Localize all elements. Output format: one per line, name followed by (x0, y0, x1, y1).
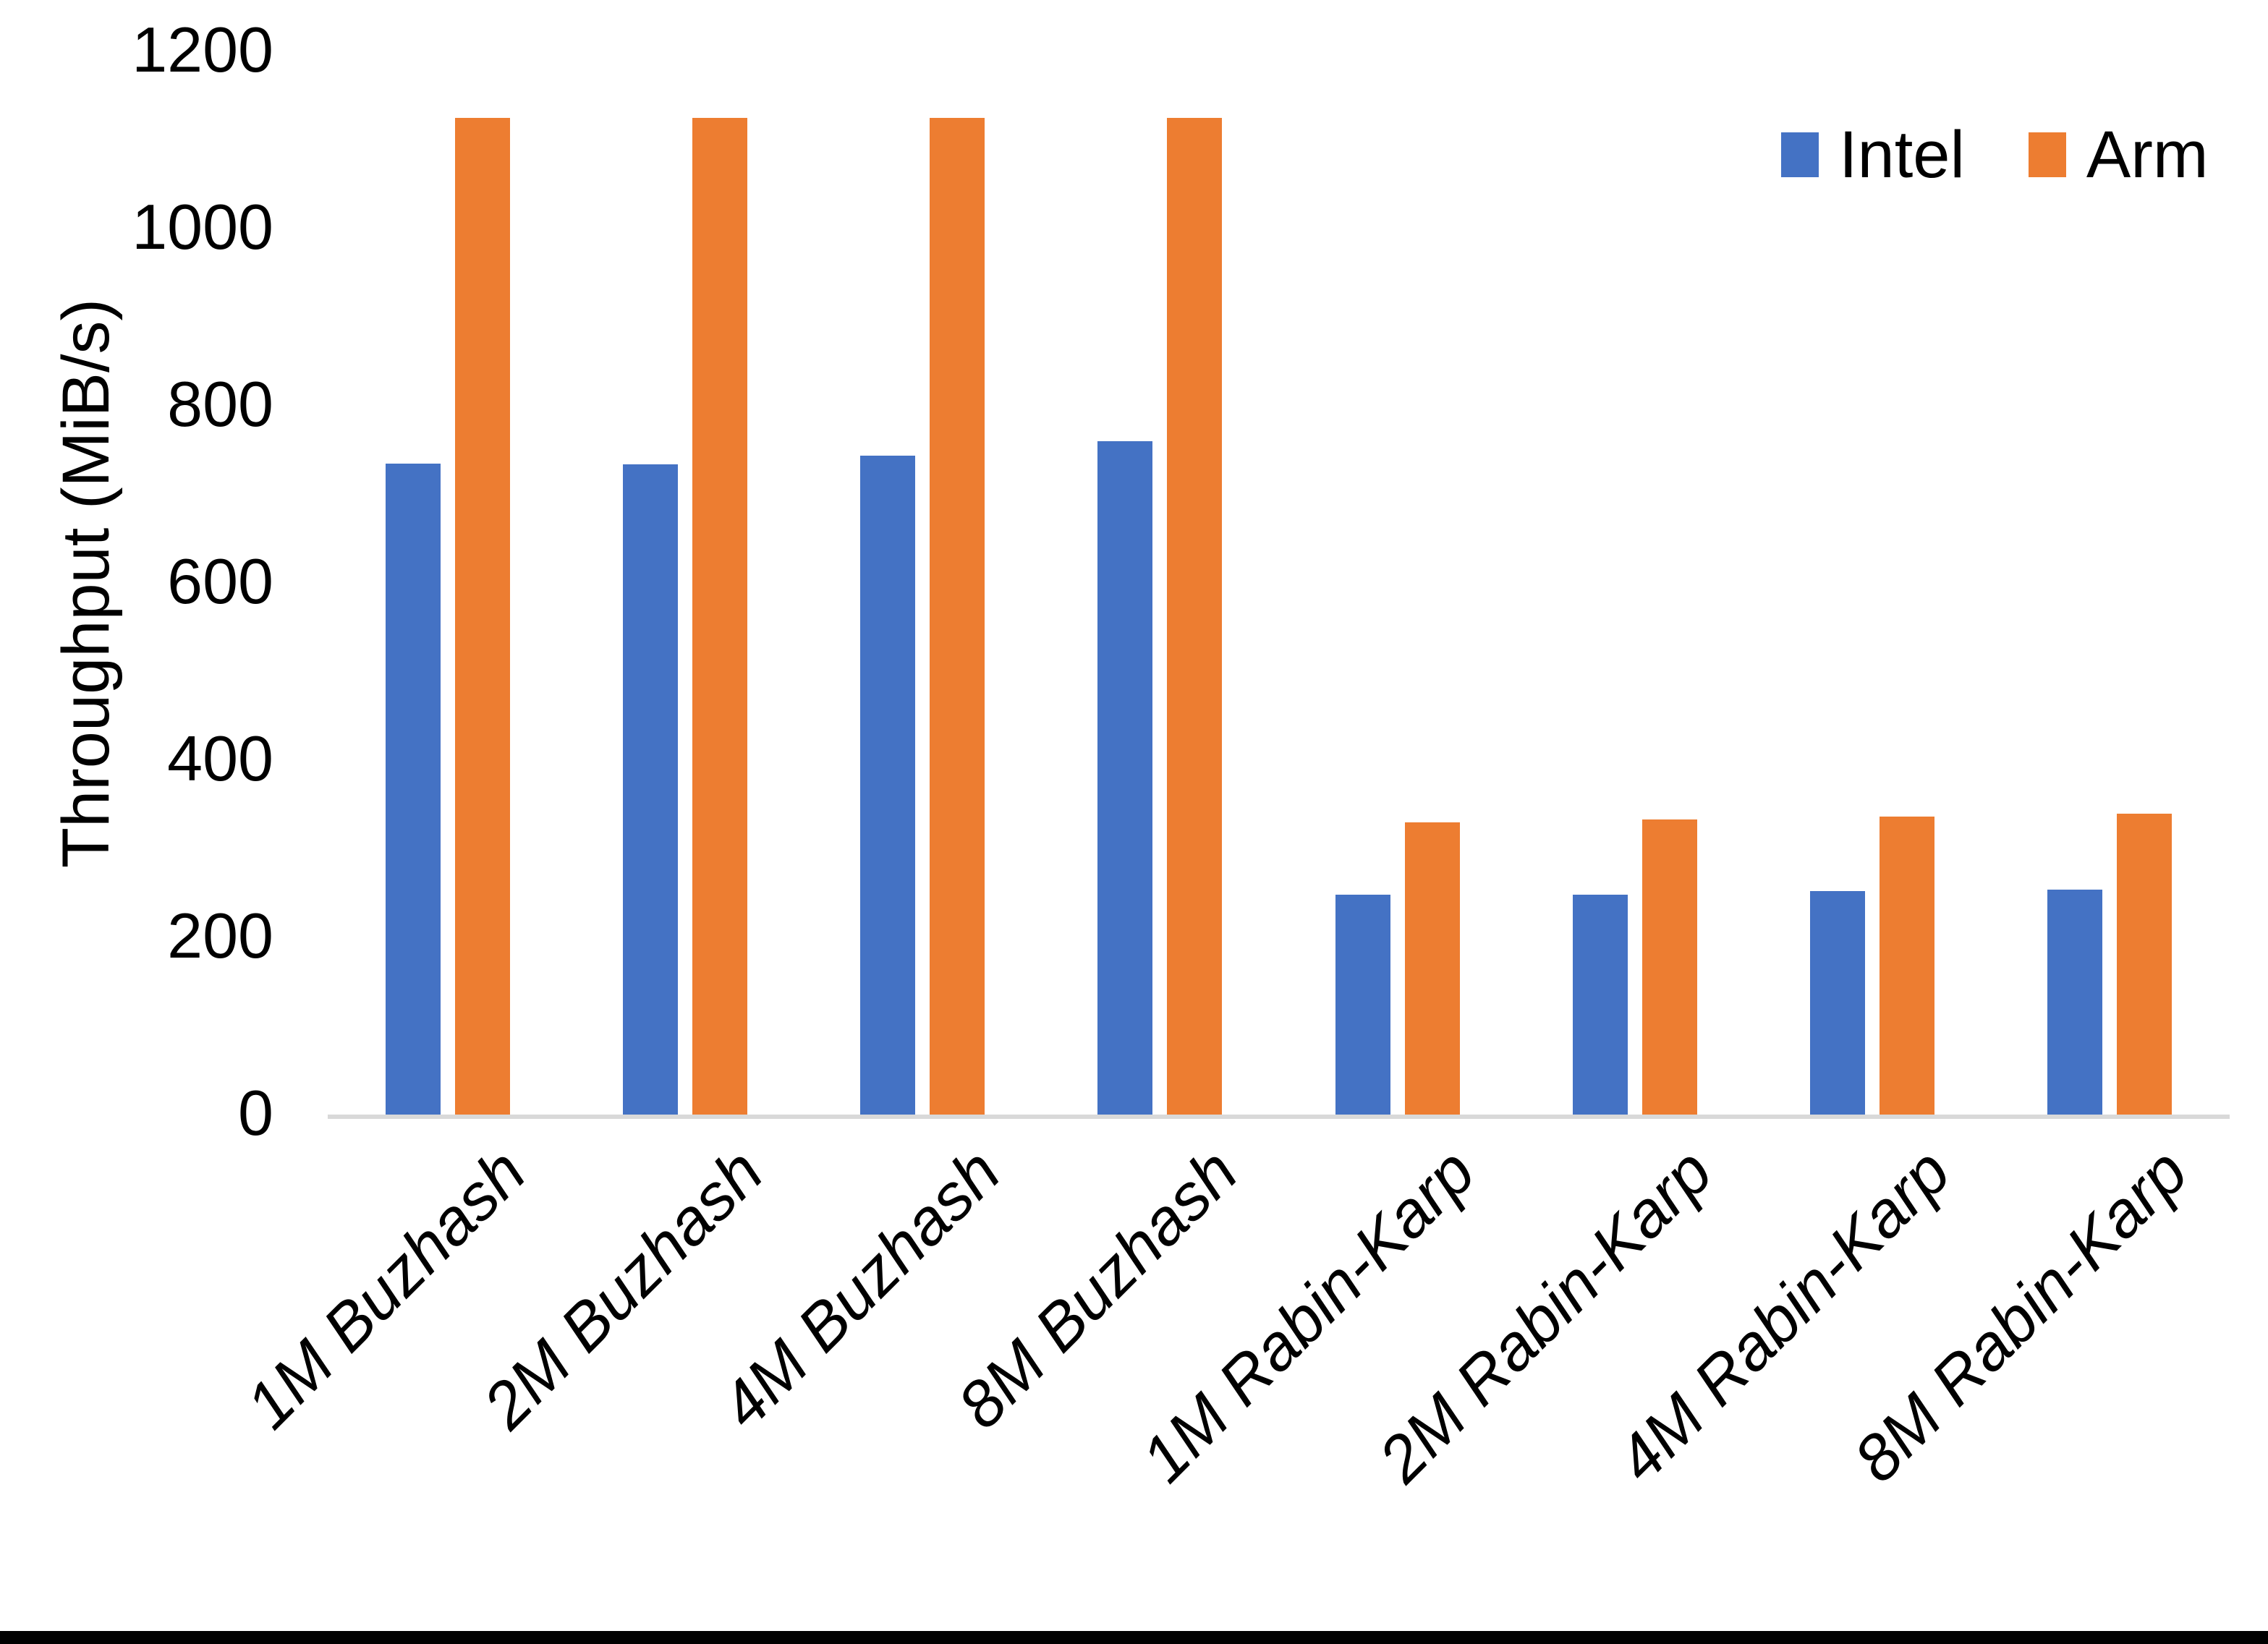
y-tick-label-400: 400 (167, 723, 273, 795)
legend-swatch-arm (2028, 132, 2066, 177)
legend: Intel Arm (1781, 122, 2209, 188)
y-tick-label-1200: 1200 (132, 14, 273, 86)
bar-intel-4m-buzhash (860, 455, 916, 1115)
bar-intel-1m-rabin-karp (1335, 895, 1390, 1115)
bar-group-1m-buzhash (329, 51, 566, 1115)
bar-arm-8m-rabin-karp (2116, 813, 2172, 1115)
bar-intel-4m-rabin-karp (1809, 891, 1865, 1115)
bar-group-2m-buzhash (566, 51, 804, 1115)
legend-label-intel: Intel (1839, 118, 1965, 192)
legend-item-intel: Intel (1781, 122, 1965, 188)
bar-group-4m-buzhash (804, 51, 1041, 1115)
legend-label-arm: Arm (2086, 118, 2209, 192)
bar-arm-1m-buzhash (455, 117, 511, 1115)
y-axis-title: Throughput (MiB/s) (49, 298, 124, 868)
bar-group-1m-rabin-karp (1279, 51, 1516, 1115)
legend-item-arm: Arm (2028, 118, 2209, 192)
bar-intel-2m-buzhash (623, 464, 679, 1115)
bar-group-8m-rabin-karp (1991, 51, 2228, 1115)
x-axis-line (328, 1115, 2230, 1119)
y-tick-label-800: 800 (167, 368, 273, 440)
bar-intel-2m-rabin-karp (1572, 895, 1628, 1115)
y-tick-label-200: 200 (167, 900, 273, 972)
bar-arm-4m-buzhash (930, 117, 985, 1115)
bar-arm-2m-buzhash (692, 117, 748, 1115)
bar-arm-8m-buzhash (1167, 117, 1223, 1115)
y-tick-label-0: 0 (238, 1077, 273, 1149)
y-tick-label-600: 600 (167, 545, 273, 618)
bar-group-2m-rabin-karp (1516, 51, 1754, 1115)
bar-group-8m-buzhash (1041, 51, 1278, 1115)
bar-arm-1m-rabin-karp (1404, 822, 1460, 1115)
bar-intel-1m-buzhash (386, 463, 441, 1115)
y-tick-label-1000: 1000 (132, 191, 273, 263)
bar-intel-8m-rabin-karp (2047, 889, 2102, 1115)
bar-intel-8m-buzhash (1097, 441, 1153, 1115)
legend-swatch-intel (1781, 132, 1819, 177)
bottom-border (0, 1631, 2268, 1644)
bar-group-4m-rabin-karp (1754, 51, 1991, 1115)
plot-area (328, 51, 2230, 1119)
bar-arm-2m-rabin-karp (1641, 819, 1697, 1115)
bar-groups (329, 51, 2228, 1115)
bar-arm-4m-rabin-karp (1879, 817, 1934, 1115)
